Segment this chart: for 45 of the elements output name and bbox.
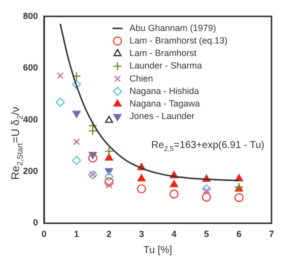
point [72, 80, 82, 89]
legend-label: Lam - Bramhorst (eq.13) [129, 35, 228, 46]
point [56, 72, 64, 80]
point [72, 110, 81, 118]
point [104, 177, 114, 186]
y-tick-label: 0 [33, 218, 38, 228]
x-tick-label: 0 [42, 229, 47, 240]
legend-label: Chien [129, 73, 154, 84]
point [104, 172, 114, 182]
x-axis-title: Tu [%] [143, 245, 172, 256]
legend-label: Jones - Launder [129, 111, 195, 122]
x-tick-label: 3 [139, 229, 144, 240]
point [73, 138, 80, 146]
point [234, 193, 244, 202]
legend-label: Nagana - Tagawa [129, 98, 200, 108]
y-tick-label: 800 [22, 10, 38, 21]
y-tick-label: 600 [22, 62, 38, 73]
legend-label: Abu Ghannam (1979) [129, 22, 216, 33]
point [169, 189, 179, 199]
legend-label: Nagana - Hishida [129, 86, 200, 96]
point [136, 184, 146, 194]
point [202, 192, 212, 202]
x-tick-label: 5 [204, 229, 210, 240]
point [137, 174, 146, 182]
point [104, 146, 114, 156]
point [104, 153, 114, 161]
point [170, 180, 178, 188]
legend-label: Lam - Bramhorst [129, 48, 198, 58]
point [203, 187, 210, 194]
legend-label: Launder - Sharma [129, 60, 202, 71]
y-tick-label: 400 [22, 114, 38, 124]
x-tick-label: 2 [106, 229, 112, 240]
point [104, 116, 114, 123]
x-tick-label: 1 [74, 229, 80, 240]
x-tick-label: 7 [268, 229, 274, 240]
point [88, 153, 98, 163]
point [72, 72, 82, 81]
point [202, 184, 212, 194]
x-tick-label: 6 [236, 229, 242, 240]
point [106, 182, 112, 189]
point [72, 156, 82, 165]
y-tick-label: 200 [22, 166, 38, 176]
x-tick-label: 4 [172, 229, 177, 240]
point [88, 126, 98, 136]
point [56, 98, 65, 107]
